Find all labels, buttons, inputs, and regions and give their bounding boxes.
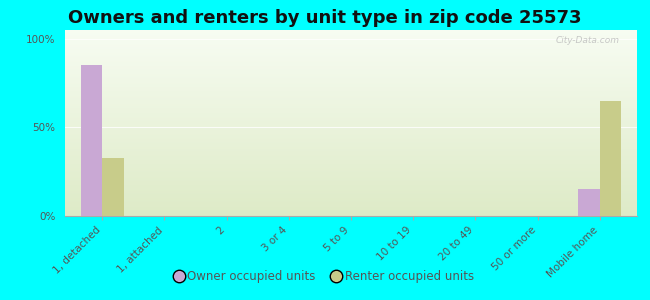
Legend: Owner occupied units, Renter occupied units: Owner occupied units, Renter occupied un… (171, 266, 479, 288)
Text: Owners and renters by unit type in zip code 25573: Owners and renters by unit type in zip c… (68, 9, 582, 27)
Bar (578, 189, 600, 216)
Bar (600, 101, 621, 216)
Bar (102, 158, 124, 216)
Text: City-Data.com: City-Data.com (556, 36, 620, 45)
Bar (81, 65, 102, 216)
